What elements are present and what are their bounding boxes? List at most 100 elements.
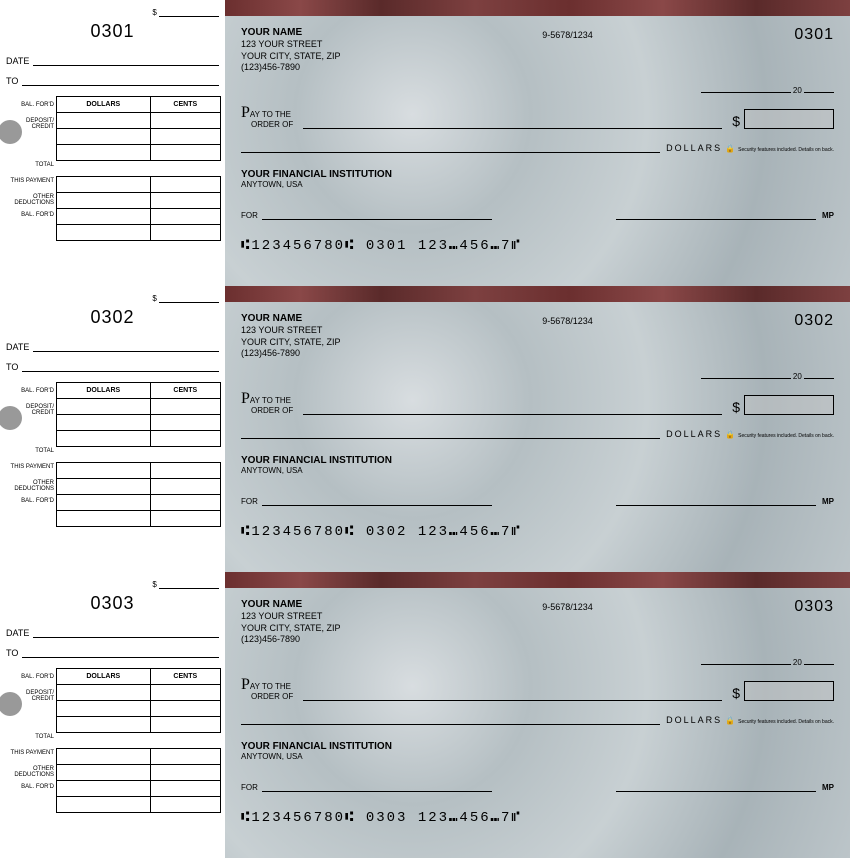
stub-check-number: 0301	[6, 21, 219, 42]
stub-row-label: OTHER DEDUCTIONS	[8, 766, 54, 778]
stub-row-label: TOTAL	[8, 448, 54, 454]
micr-line: ⑆123456780⑆ 0302 123⑉456⑉7⑈	[241, 524, 834, 540]
stub-row-label: BAL. FOR'D	[8, 212, 54, 218]
stub-col-cents: CENTS	[150, 97, 220, 113]
stub-col-cents: CENTS	[150, 669, 220, 685]
memo-line	[262, 505, 492, 506]
stub-to-line: TO	[6, 76, 219, 86]
stub-col-cents: CENTS	[150, 383, 220, 399]
stub-row-label: DEPOSIT/ CREDIT	[8, 404, 54, 416]
stub-row-label: BAL. FOR'D	[8, 784, 54, 790]
account-holder-addr2: YOUR CITY, STATE, ZIP	[241, 51, 341, 63]
stub-amount-line: $	[6, 8, 219, 17]
stub-row-label: THIS PAYMENT	[8, 178, 54, 184]
stub-row-label: BAL. FOR'D	[8, 102, 54, 108]
amount-words-line	[241, 152, 660, 153]
bank-city: ANYTOWN, USA	[241, 180, 834, 189]
for-label: FOR	[241, 783, 258, 792]
stub-to-line: TO	[6, 648, 219, 658]
stub-row-label: OTHER DEDUCTIONS	[8, 194, 54, 206]
dollars-row: DOLLARS 🔒 Security features included. De…	[241, 143, 834, 153]
payto-label: PAY TO THEORDER OF	[241, 105, 293, 129]
account-holder-block: YOUR NAME 123 YOUR STREET YOUR CITY, STA…	[241, 598, 341, 646]
check-number: 0303	[794, 598, 834, 646]
amount-box	[744, 395, 834, 415]
fractional-routing: 9-5678/1234	[542, 316, 593, 360]
stub-col-dollars: DOLLARS	[57, 97, 151, 113]
amount-box	[744, 109, 834, 129]
mp-mark: MP	[822, 783, 834, 792]
stub-row-label: THIS PAYMENT	[8, 750, 54, 756]
check-stub: $ 0303 DATE TO BAL. FOR'DDEPOSIT/ CREDIT…	[0, 572, 225, 858]
account-holder-addr1: 123 YOUR STREET	[241, 611, 341, 623]
stub-row-label: OTHER DEDUCTIONS	[8, 480, 54, 492]
check-body: YOUR NAME 123 YOUR STREET YOUR CITY, STA…	[225, 286, 850, 572]
memo-line	[262, 791, 492, 792]
stub-register-table: DOLLARSCENTS	[56, 382, 221, 527]
dollars-label: DOLLARS	[666, 143, 722, 153]
bank-name: YOUR FINANCIAL INSTITUTION	[241, 741, 834, 752]
stub-check-number: 0302	[6, 307, 219, 328]
stub-row-label: DEPOSIT/ CREDIT	[8, 690, 54, 702]
memo-line	[262, 219, 492, 220]
check-number: 0302	[794, 312, 834, 360]
amount-words-line	[241, 438, 660, 439]
payee-line	[303, 128, 722, 129]
fractional-routing: 9-5678/1234	[542, 30, 593, 74]
stub-check-number: 0303	[6, 593, 219, 614]
check-stub: $ 0301 DATE TO BAL. FOR'DDEPOSIT/ CREDIT…	[0, 0, 225, 286]
payto-row: PAY TO THEORDER OF $	[241, 105, 834, 129]
for-label: FOR	[241, 211, 258, 220]
account-holder-phone: (123)456-7890	[241, 348, 341, 360]
fractional-routing: 9-5678/1234	[542, 602, 593, 646]
security-text: Security features included. Details on b…	[738, 720, 834, 725]
signature-line	[616, 505, 816, 506]
dollar-sign: $	[732, 113, 740, 129]
security-text: Security features included. Details on b…	[738, 434, 834, 439]
lock-icon: 🔒	[725, 144, 735, 153]
account-holder-addr2: YOUR CITY, STATE, ZIP	[241, 623, 341, 635]
lock-icon: 🔒	[725, 716, 735, 725]
payto-label: PAY TO THEORDER OF	[241, 677, 293, 701]
amount-box	[744, 681, 834, 701]
payee-line	[303, 414, 722, 415]
stub-date-line: DATE	[6, 628, 219, 638]
account-holder-name: YOUR NAME	[241, 26, 341, 39]
check-stub: $ 0302 DATE TO BAL. FOR'D DEPOSIT/ CREDIT…	[0, 286, 225, 572]
check-row: $ 0301 DATE TO BAL. FOR'DDEPOSIT/ CREDIT…	[0, 0, 850, 286]
bank-city: ANYTOWN, USA	[241, 752, 834, 761]
dollar-sign: $	[732, 685, 740, 701]
check-body: YOUR NAME 123 YOUR STREET YOUR CITY, STA…	[225, 0, 850, 286]
stub-row-label: TOTAL	[8, 734, 54, 740]
bank-city: ANYTOWN, USA	[241, 466, 834, 475]
bank-block: YOUR FINANCIAL INSTITUTION ANYTOWN, USA	[241, 741, 834, 761]
micr-line: ⑆123456780⑆ 0303 123⑉456⑉7⑈	[241, 810, 834, 826]
check-number: 0301	[794, 26, 834, 74]
micr-line: ⑆123456780⑆ 0301 123⑉456⑉7⑈	[241, 238, 834, 254]
dollars-row: DOLLARS 🔒 Security features included. De…	[241, 429, 834, 439]
date-line: 20	[241, 86, 834, 95]
account-holder-name: YOUR NAME	[241, 598, 341, 611]
security-text: Security features included. Details on b…	[738, 148, 834, 153]
mp-mark: MP	[822, 497, 834, 506]
stub-row-label: BAL. FOR'D	[8, 388, 54, 394]
stub-register-table: DOLLARSCENTS	[56, 96, 221, 241]
stub-to-line: TO	[6, 362, 219, 372]
account-holder-addr2: YOUR CITY, STATE, ZIP	[241, 337, 341, 349]
for-label: FOR	[241, 497, 258, 506]
account-holder-block: YOUR NAME 123 YOUR STREET YOUR CITY, STA…	[241, 26, 341, 74]
payto-label: PAY TO THEORDER OF	[241, 391, 293, 415]
account-holder-phone: (123)456-7890	[241, 62, 341, 74]
stub-col-dollars: DOLLARS	[57, 383, 151, 399]
stub-amount-line: $	[6, 294, 219, 303]
stub-row-label: THIS PAYMENT	[8, 464, 54, 470]
check-body: YOUR NAME 123 YOUR STREET YOUR CITY, STA…	[225, 572, 850, 858]
stub-register-table: DOLLARSCENTS	[56, 668, 221, 813]
stub-row-label: DEPOSIT/ CREDIT	[8, 118, 54, 130]
stub-col-dollars: DOLLARS	[57, 669, 151, 685]
memo-signature-row: FOR MP	[241, 497, 834, 506]
bank-block: YOUR FINANCIAL INSTITUTION ANYTOWN, USA	[241, 455, 834, 475]
account-holder-addr1: 123 YOUR STREET	[241, 39, 341, 51]
stub-date-line: DATE	[6, 342, 219, 352]
amount-words-line	[241, 724, 660, 725]
